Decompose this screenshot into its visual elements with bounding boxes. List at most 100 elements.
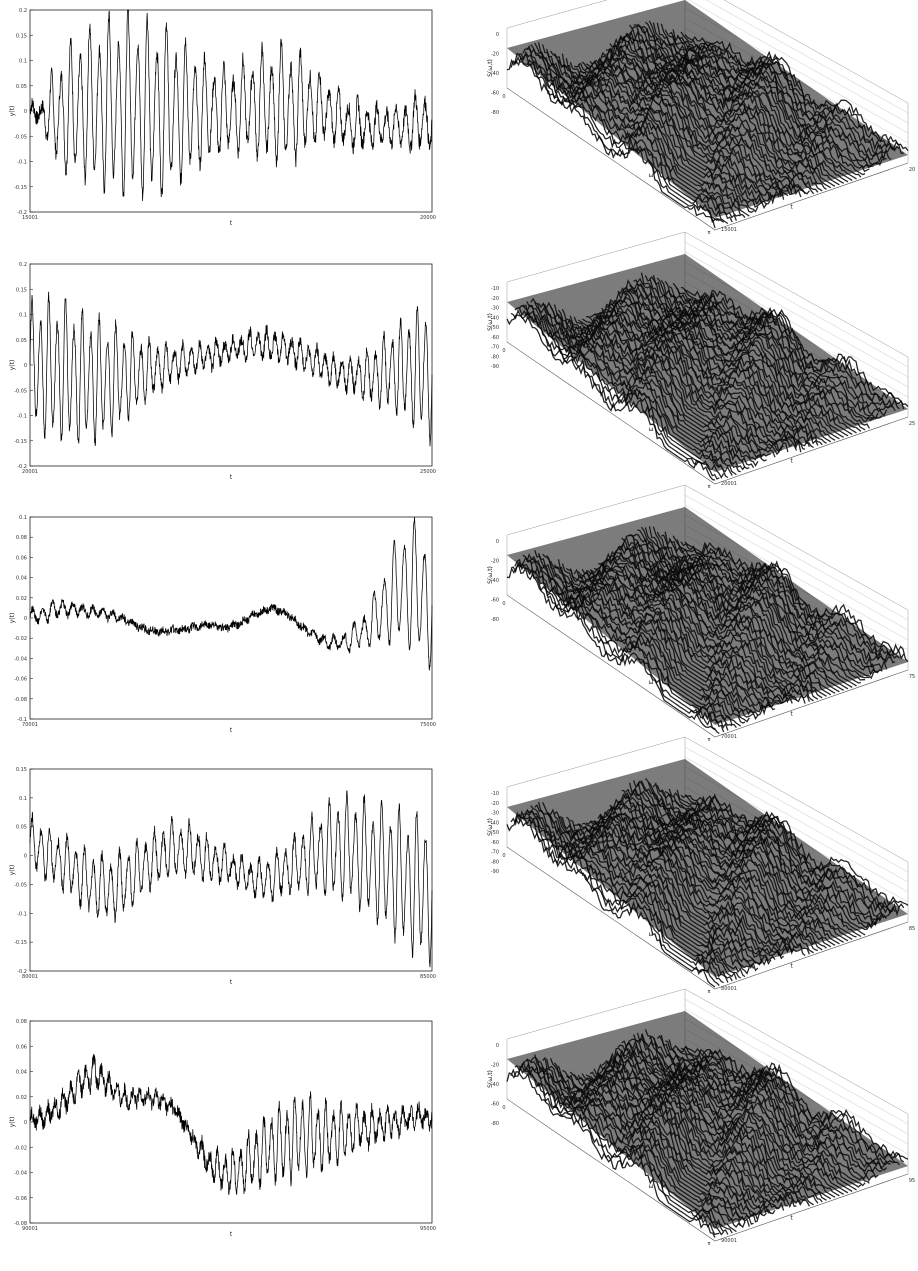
z-tick-label: -60 bbox=[491, 598, 499, 604]
y-tick-label: 0 bbox=[24, 854, 27, 860]
t-tick-start: 15001 bbox=[721, 227, 737, 233]
surface-ridge bbox=[510, 56, 720, 224]
y-tick-label: 0.02 bbox=[16, 596, 27, 602]
omega-tick-start: 0 bbox=[502, 1105, 505, 1111]
t-axis-label: t bbox=[790, 1215, 793, 1222]
z-tick-label: -10 bbox=[491, 286, 499, 292]
z-tick-label: -80 bbox=[491, 1121, 499, 1127]
omega-axis-label: ω bbox=[648, 426, 653, 433]
z-tick-label: -20 bbox=[491, 559, 499, 565]
surface-grid-line bbox=[684, 746, 909, 873]
surface-grid-line bbox=[684, 494, 909, 621]
surface-grid-line bbox=[684, 1008, 909, 1135]
omega-axis-label: ω bbox=[648, 931, 653, 938]
omega-axis-label: ω bbox=[648, 679, 653, 686]
z-tick-label: -20 bbox=[491, 52, 499, 58]
surface-ridge bbox=[506, 55, 716, 229]
y-tick-label: -0.05 bbox=[14, 388, 27, 394]
x-tick-label-end: 20000 bbox=[420, 215, 436, 221]
y-tick-label: -0.15 bbox=[14, 439, 27, 445]
y-tick-label: -0.1 bbox=[17, 414, 27, 420]
x-tick-label-end: 75000 bbox=[420, 722, 436, 728]
y-tick-label: 0 bbox=[24, 616, 27, 622]
y-tick-label: 0.08 bbox=[16, 535, 27, 541]
z-tick-label: -40 bbox=[491, 1082, 499, 1088]
z-tick-label: -80 bbox=[491, 110, 499, 116]
t-axis-label: t bbox=[790, 711, 793, 718]
omega-tick-end: π bbox=[707, 230, 710, 236]
y-tick-label: -0.02 bbox=[14, 636, 27, 642]
z-tick-label: -70 bbox=[491, 850, 499, 856]
y-tick-label: -0.02 bbox=[14, 1145, 27, 1151]
z-tick-label: -60 bbox=[491, 840, 499, 846]
plot-frame bbox=[29, 263, 433, 467]
y-axis-label: y(t) bbox=[9, 106, 16, 117]
z-tick-label: -50 bbox=[491, 830, 499, 836]
z-axis-label: S(ω,t) bbox=[487, 1070, 494, 1088]
x-tick-label-start: 80001 bbox=[22, 974, 38, 980]
signal-line bbox=[29, 8, 433, 201]
y-tick-label: -0.04 bbox=[14, 656, 27, 662]
x-tick-label-start: 20001 bbox=[22, 469, 38, 475]
z-tick-label: -40 bbox=[491, 71, 499, 77]
omega-tick-end: π bbox=[707, 737, 710, 743]
surface-floor-edge bbox=[506, 846, 909, 990]
surface-ridge bbox=[506, 314, 716, 481]
surface-grid-line bbox=[688, 0, 909, 124]
surface-body bbox=[507, 759, 908, 977]
z-tick-label: -30 bbox=[491, 306, 499, 312]
surface-grid-line bbox=[684, 251, 909, 378]
x-axis-label: t bbox=[230, 727, 233, 734]
surface-ridge bbox=[514, 307, 725, 479]
z-tick-label: -20 bbox=[491, 801, 499, 807]
surface-ridge bbox=[514, 558, 725, 733]
y-tick-label: -0.04 bbox=[14, 1171, 27, 1177]
surface-body bbox=[507, 507, 908, 725]
y-tick-label: 0.06 bbox=[16, 1044, 27, 1050]
signal-line bbox=[29, 1053, 433, 1195]
surface-grid-line bbox=[684, 241, 909, 368]
surface-body bbox=[507, 254, 908, 472]
y-tick-label: 0.1 bbox=[19, 515, 27, 521]
surface-floor-edge bbox=[506, 594, 909, 738]
surface-ridge bbox=[510, 813, 720, 986]
y-tick-label: -0.06 bbox=[14, 677, 27, 683]
y-tick-label: -0.06 bbox=[14, 1196, 27, 1202]
y-tick-label: 0.05 bbox=[16, 338, 27, 344]
y-tick-label: 0 bbox=[24, 1120, 27, 1126]
y-tick-label: -0.2 bbox=[17, 464, 27, 470]
plot-frame bbox=[29, 768, 433, 972]
surface-floor-edge bbox=[506, 87, 909, 231]
t-axis-label: t bbox=[790, 458, 793, 465]
z-tick-label: -90 bbox=[491, 869, 499, 875]
surface-floor-edge bbox=[506, 341, 909, 485]
y-tick-label: 0.1 bbox=[19, 796, 27, 802]
spectrogram-panel-4: -10 -20 -30 -40 -50 -60 -70 -80 -90 S(ω,t) 0 π ω 8000… bbox=[487, 736, 915, 995]
y-tick-label: -0.2 bbox=[17, 969, 27, 975]
y-tick-label: 0.1 bbox=[19, 313, 27, 319]
omega-tick-end: π bbox=[707, 484, 710, 490]
y-tick-label: 0.05 bbox=[16, 84, 27, 90]
y-tick-label: 0.2 bbox=[19, 8, 27, 14]
z-tick-label: 0 bbox=[496, 1043, 499, 1049]
spectrogram-panel-1: 0 -20 -40 -60 -80 S(ω,t) 0 π ω 15001 20 t bbox=[487, 0, 915, 236]
x-tick-label-start: 15001 bbox=[22, 215, 38, 221]
y-tick-label: 0.04 bbox=[16, 576, 27, 582]
t-tick-start: 80001 bbox=[721, 986, 737, 992]
timeseries-panel-3: 0.1 0.08 0.06 0.04 0.02 0 -0.02 -0.04 -0.06 -0.08… bbox=[9, 515, 436, 734]
z-axis-label: S(ω,t) bbox=[487, 59, 494, 77]
t-tick-start: 20001 bbox=[721, 481, 737, 487]
y-tick-label: 0.06 bbox=[16, 555, 27, 561]
omega-tick-start: 0 bbox=[502, 348, 505, 354]
plot-frame bbox=[29, 516, 433, 720]
x-tick-label-end: 85000 bbox=[420, 974, 436, 980]
y-tick-label: -0.2 bbox=[17, 210, 27, 216]
x-tick-label-end: 95000 bbox=[420, 1226, 436, 1232]
y-tick-label: -0.08 bbox=[14, 697, 27, 703]
y-tick-label: -0.08 bbox=[14, 1221, 27, 1227]
y-tick-label: 0.15 bbox=[16, 287, 27, 293]
x-tick-label-start: 90001 bbox=[22, 1226, 38, 1232]
